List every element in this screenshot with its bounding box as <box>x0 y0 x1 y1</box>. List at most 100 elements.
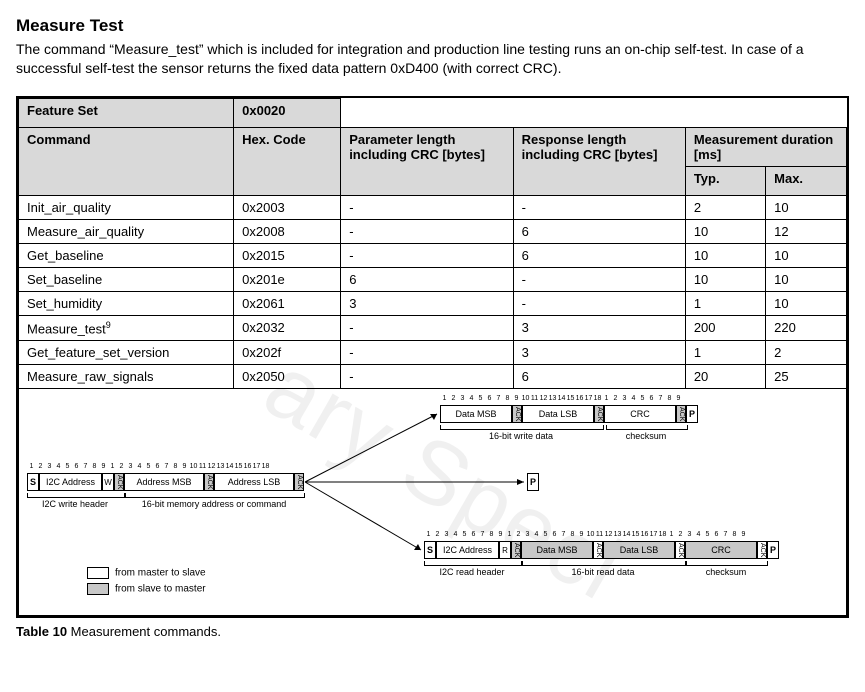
s-bit: S <box>27 473 39 491</box>
legend-slave-label: from slave to master <box>115 584 206 595</box>
max-cell: 25 <box>766 365 847 389</box>
legend-box-master <box>87 567 109 579</box>
typ-cell: 200 <box>685 315 765 340</box>
table-row: Measure_air_quality0x2008-61012 <box>19 219 847 243</box>
table-row: Set_humidity0x20613-110 <box>19 291 847 315</box>
p-bit: P <box>527 473 539 491</box>
write-data-label: 16-bit write data <box>440 431 602 441</box>
param-cell: - <box>341 365 513 389</box>
max-cell: 2 <box>766 341 847 365</box>
table-row: Get_feature_set_version0x202f-312 <box>19 341 847 365</box>
cmd-cell: Get_baseline <box>19 243 234 267</box>
ack-seg: ACK <box>675 541 685 559</box>
data-lsb-seg: Data LSB <box>522 405 594 423</box>
resp-cell: - <box>513 291 685 315</box>
cmd-cell: Init_air_quality <box>19 195 234 219</box>
th-feature-set: Feature Set <box>19 98 234 127</box>
hex-cell: 0x2032 <box>234 315 341 340</box>
hex-cell: 0x201e <box>234 267 341 291</box>
ack-seg: ACK <box>676 405 686 423</box>
max-cell: 10 <box>766 243 847 267</box>
s-bit: S <box>424 541 436 559</box>
table-caption: Table 10 Measurement commands. <box>16 624 849 639</box>
legend-master-label: from master to slave <box>115 568 206 579</box>
table-row: Get_baseline0x2015-61010 <box>19 243 847 267</box>
checksum-label: checksum <box>606 431 686 441</box>
ack-seg: ACK <box>593 541 603 559</box>
tick-row-bottom: 123456789 123456789 101112131415161718 1… <box>424 531 748 538</box>
param-cell: - <box>341 315 513 340</box>
i2c-read-hdr-label: I2C read header <box>424 567 520 577</box>
mem-addr-label: 16-bit memory address or command <box>125 499 303 509</box>
resp-cell: 6 <box>513 243 685 267</box>
command-table: Feature Set 0x0020 Command Hex. Code Par… <box>18 98 847 616</box>
hex-cell: 0x2003 <box>234 195 341 219</box>
max-cell: 10 <box>766 195 847 219</box>
ack-seg: ACK <box>594 405 604 423</box>
section-title: Measure Test <box>16 16 849 36</box>
typ-cell: 1 <box>685 341 765 365</box>
main-write-row: S I2C Address W ACK Address MSB ACK Addr… <box>27 473 304 491</box>
intro-paragraph: The command “Measure_test” which is incl… <box>16 40 849 78</box>
param-cell: 6 <box>341 267 513 291</box>
timing-diagram: ary Speci 123456789 101112131415161718 1… <box>27 397 838 607</box>
param-cell: - <box>341 341 513 365</box>
resp-cell: 6 <box>513 365 685 389</box>
content-box: Feature Set 0x0020 Command Hex. Code Par… <box>16 96 849 618</box>
th-typ: Typ. <box>685 166 765 195</box>
legend-box-slave <box>87 583 109 595</box>
th-feature-set-val: 0x0020 <box>234 98 341 127</box>
typ-cell: 2 <box>685 195 765 219</box>
read-data-label: 16-bit read data <box>522 567 684 577</box>
cmd-cell: Measure_raw_signals <box>19 365 234 389</box>
param-cell: - <box>341 195 513 219</box>
cmd-cell: Set_humidity <box>19 291 234 315</box>
cmd-cell: Get_feature_set_version <box>19 341 234 365</box>
w-bit: W <box>102 473 114 491</box>
crc-seg: CRC <box>604 405 676 423</box>
ack-seg: ACK <box>114 473 124 491</box>
read-row: S I2C Address R ACK Data MSB ACK Data LS… <box>424 541 779 559</box>
param-cell: - <box>341 219 513 243</box>
write-data-row: Data MSB ACK Data LSB ACK CRC ACK P <box>440 405 698 423</box>
param-cell: 3 <box>341 291 513 315</box>
legend: from master to slave from slave to maste… <box>87 567 206 595</box>
ack-seg: ACK <box>294 473 304 491</box>
hex-cell: 0x2050 <box>234 365 341 389</box>
resp-cell: - <box>513 195 685 219</box>
th-meas: Measurement duration [ms] <box>685 127 846 166</box>
hex-cell: 0x2015 <box>234 243 341 267</box>
crc-seg: CRC <box>685 541 757 559</box>
i2c-addr-seg: I2C Address <box>436 541 499 559</box>
typ-cell: 10 <box>685 267 765 291</box>
cmd-cell: Measure_air_quality <box>19 219 234 243</box>
th-max: Max. <box>766 166 847 195</box>
data-msb-seg: Data MSB <box>521 541 593 559</box>
r-bit: R <box>499 541 511 559</box>
hex-cell: 0x2061 <box>234 291 341 315</box>
cmd-cell: Measure_test9 <box>19 315 234 340</box>
max-cell: 12 <box>766 219 847 243</box>
checksum-label-2: checksum <box>686 567 766 577</box>
th-command: Command <box>19 127 234 195</box>
resp-cell: 3 <box>513 341 685 365</box>
hex-cell: 0x2008 <box>234 219 341 243</box>
data-lsb-seg: Data LSB <box>603 541 675 559</box>
tick-row-left: 123456789 123456789 101112131415161718 <box>27 463 270 470</box>
th-hex: Hex. Code <box>234 127 341 195</box>
p-standalone: P <box>527 473 539 491</box>
cmd-cell: Set_baseline <box>19 267 234 291</box>
typ-cell: 1 <box>685 291 765 315</box>
resp-cell: 6 <box>513 219 685 243</box>
i2c-write-hdr-label: I2C write header <box>27 499 123 509</box>
typ-cell: 10 <box>685 243 765 267</box>
ack-seg: ACK <box>204 473 214 491</box>
hex-cell: 0x202f <box>234 341 341 365</box>
ack-seg: ACK <box>757 541 767 559</box>
table-row: Set_baseline0x201e6-1010 <box>19 267 847 291</box>
table-row: Init_air_quality0x2003--210 <box>19 195 847 219</box>
th-resp: Response length including CRC [bytes] <box>513 127 685 195</box>
table-row: Measure_test90x2032-3200220 <box>19 315 847 340</box>
i2c-addr-seg: I2C Address <box>39 473 102 491</box>
tick-row-top: 123456789 101112131415161718 123456789 <box>440 395 683 402</box>
